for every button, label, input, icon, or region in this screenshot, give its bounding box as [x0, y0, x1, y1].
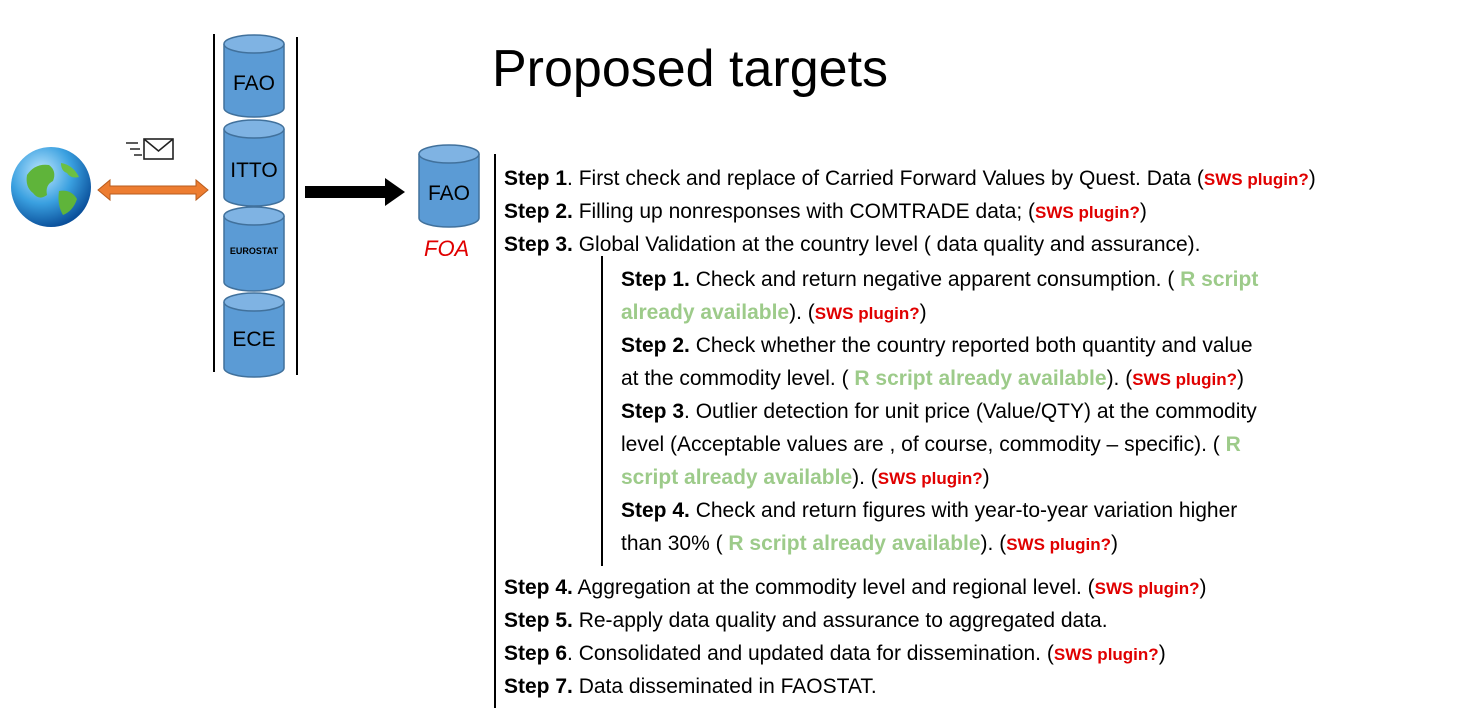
sws-plugin-tag: SWS plugin? — [1006, 535, 1112, 554]
sws-plugin-tag: SWS plugin? — [814, 304, 920, 323]
step-text: Check and return figures with year-to-ye… — [689, 499, 1238, 522]
step-5: Step 5. Re-apply data quality and assura… — [504, 604, 1108, 637]
step-label: Step 1 — [504, 167, 568, 190]
r-script-tag: R script already available — [728, 532, 981, 555]
step-text: Aggregation at the commodity level and r… — [572, 576, 1095, 599]
arrow-right-icon — [305, 178, 405, 206]
database-target-fao: FAO — [418, 144, 480, 228]
step-text: level (Acceptable values are , of course… — [621, 433, 1226, 456]
close-paren: ) — [1158, 642, 1166, 665]
database-label: EUROSTAT — [229, 246, 279, 256]
database-icon — [223, 292, 285, 378]
substep-3-cont2: script already available). (SWS plugin?) — [621, 461, 990, 495]
sws-plugin-tag: SWS plugin? — [1132, 370, 1238, 389]
sws-plugin-tag: SWS plugin? — [877, 469, 983, 488]
substep-2-cont: at the commodity level. ( R script alrea… — [621, 362, 1244, 396]
close-paren: ) — [1111, 532, 1119, 555]
r-script-tag: R script already available — [854, 367, 1107, 390]
r-script-tag: R — [1225, 433, 1241, 456]
step-text: ). ( — [852, 466, 878, 489]
substep-4-cont: than 30% ( R script already available). … — [621, 527, 1118, 561]
database-icon — [223, 119, 285, 207]
globe-icon — [11, 147, 91, 227]
step-text: at the commodity level. ( — [621, 367, 855, 390]
substep-1-cont: already available). (SWS plugin?) — [621, 296, 927, 330]
step-text: ). ( — [980, 532, 1007, 555]
database-itto: ITTO — [223, 119, 285, 207]
target-caption: FOA — [424, 236, 470, 261]
step-label: Step 2. — [504, 200, 573, 223]
step-label: Step 3 — [621, 400, 685, 423]
step-text: Global Validation at the country level (… — [572, 233, 1201, 256]
step-label: Step 6 — [504, 642, 568, 665]
r-script-tag: already available — [621, 301, 790, 324]
step-text: Check and return negative apparent consu… — [689, 268, 1181, 291]
double-arrow-icon — [97, 178, 209, 202]
step-text: Filling up nonresponses with COMTRADE da… — [572, 200, 1036, 223]
database-label: ECE — [232, 328, 276, 351]
step-text: Data disseminated in FAOSTAT. — [572, 675, 877, 698]
close-paren: ) — [1199, 576, 1207, 599]
step-1: Step 1. First check and replace of Carri… — [504, 162, 1316, 196]
close-paren: ) — [1237, 367, 1245, 390]
database-fao: FAO — [223, 34, 285, 118]
database-icon — [223, 206, 285, 292]
substep-3-cont: level (Acceptable values are , of course… — [621, 428, 1241, 461]
page-title: Proposed targets — [492, 40, 889, 98]
source-group-left-border — [213, 34, 215, 372]
sws-plugin-tag: SWS plugin? — [1053, 645, 1159, 664]
database-label: FAO — [232, 72, 275, 95]
sws-plugin-tag: SWS plugin? — [1035, 203, 1140, 222]
close-paren: ) — [982, 466, 990, 489]
substep-4: Step 4. Check and return figures with ye… — [621, 494, 1237, 527]
close-paren: ) — [1308, 167, 1316, 190]
database-eurostat: EUROSTAT — [223, 206, 285, 292]
sws-plugin-tag: SWS plugin? — [1203, 170, 1309, 189]
database-icon — [418, 144, 480, 228]
step-6: Step 6. Consolidated and updated data fo… — [504, 637, 1166, 671]
step-text: ). ( — [789, 301, 815, 324]
step-text: . First check and replace of Carried For… — [567, 167, 1204, 190]
step-3: Step 3. Global Validation at the country… — [504, 228, 1201, 261]
step-label: Step 3. — [504, 233, 573, 256]
step-label: Step 5. — [504, 609, 573, 632]
step-label: Step 7. — [504, 675, 573, 698]
substep-1: Step 1. Check and return negative appare… — [621, 263, 1258, 296]
substeps-border — [601, 256, 603, 566]
r-script-tag: R script — [1180, 268, 1259, 291]
step-label: Step 4. — [504, 576, 573, 599]
close-paren: ) — [1139, 200, 1147, 223]
substep-2: Step 2. Check whether the country report… — [621, 329, 1253, 362]
database-ece: ECE — [223, 292, 285, 378]
close-paren: ) — [919, 301, 927, 324]
steps-border — [494, 154, 496, 708]
sws-plugin-tag: SWS plugin? — [1094, 579, 1200, 598]
step-label: Step 4. — [621, 499, 690, 522]
step-text: than 30% ( — [621, 532, 729, 555]
step-2: Step 2. Filling up nonresponses with COM… — [504, 195, 1147, 229]
database-icon — [223, 34, 285, 118]
step-label: Step 1. — [621, 268, 690, 291]
r-script-tag: script already available — [621, 466, 853, 489]
step-text: . Outlier detection for unit price (Valu… — [684, 400, 1257, 423]
step-text: Re-apply data quality and assurance to a… — [572, 609, 1108, 632]
database-label: FAO — [427, 182, 470, 205]
mail-icon — [126, 138, 174, 160]
step-text: Check whether the country reported both … — [689, 334, 1253, 357]
substep-3: Step 3. Outlier detection for unit price… — [621, 395, 1257, 428]
step-text: ). ( — [1106, 367, 1133, 390]
step-text: . Consolidated and updated data for diss… — [567, 642, 1054, 665]
step-label: Step 2. — [621, 334, 690, 357]
step-7: Step 7. Data disseminated in FAOSTAT. — [504, 670, 877, 703]
database-label: ITTO — [230, 159, 278, 182]
step-4: Step 4. Aggregation at the commodity lev… — [504, 571, 1207, 605]
source-group-right-border — [296, 37, 298, 375]
